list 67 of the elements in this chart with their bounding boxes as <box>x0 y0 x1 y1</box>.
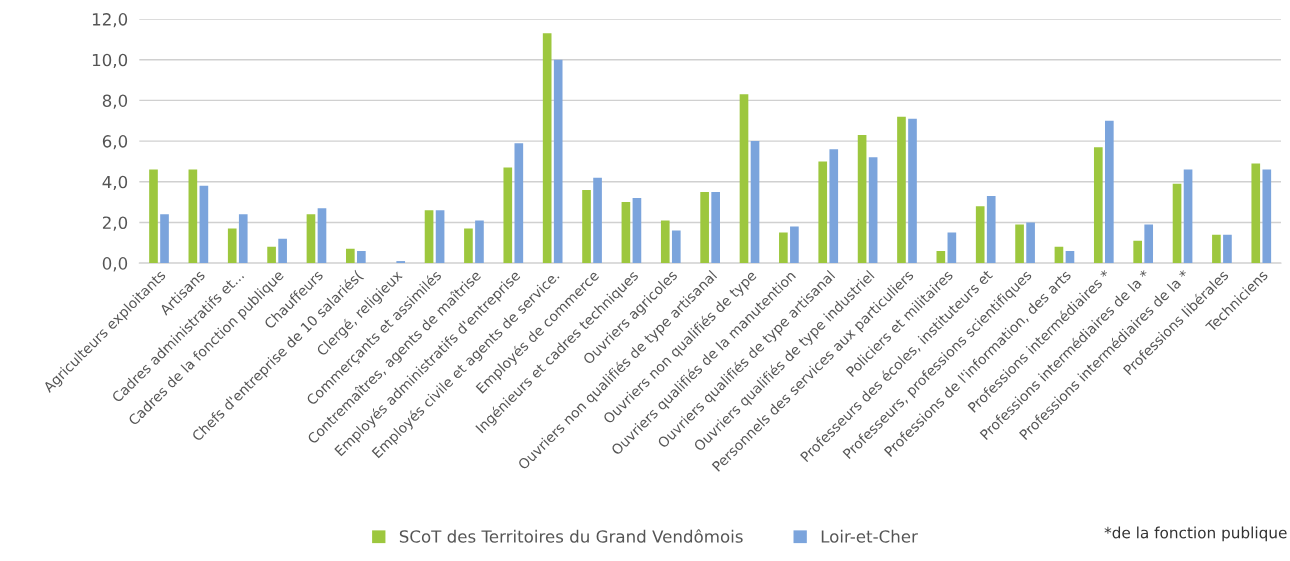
bar <box>1133 240 1142 264</box>
bar <box>278 238 287 264</box>
bar <box>908 118 917 264</box>
bar <box>199 185 209 264</box>
y-tick-label: 10,0 <box>92 53 128 69</box>
bar <box>346 248 355 264</box>
bar <box>317 208 327 264</box>
bar <box>897 116 906 264</box>
bar <box>1065 250 1075 264</box>
bar <box>238 214 248 264</box>
y-tick-label: 6,0 <box>102 135 128 150</box>
bar <box>424 210 434 264</box>
bar <box>149 169 158 264</box>
bar <box>1144 224 1154 264</box>
bar <box>357 250 366 264</box>
bar <box>503 167 513 264</box>
bar <box>1054 246 1064 264</box>
bar <box>1093 147 1103 264</box>
bar <box>1262 169 1272 264</box>
bar <box>818 161 828 264</box>
text: *de la fonction publique <box>1104 526 1287 542</box>
bar <box>986 196 996 264</box>
bar <box>857 134 867 264</box>
bar <box>750 141 760 264</box>
bar <box>936 250 946 264</box>
y-tick-label: 0,0 <box>102 257 128 272</box>
bar <box>671 230 681 264</box>
bar <box>514 143 524 264</box>
bar <box>975 206 985 264</box>
bar <box>790 226 799 264</box>
bar <box>632 198 642 264</box>
y-tick-label: 4,0 <box>102 175 128 191</box>
bar <box>542 33 552 264</box>
bar <box>553 59 563 264</box>
bar <box>1172 183 1182 264</box>
bar <box>267 246 276 264</box>
bar <box>1183 169 1193 264</box>
bar <box>829 149 839 264</box>
bar <box>660 220 670 264</box>
bar <box>160 214 169 264</box>
bar <box>464 228 473 264</box>
bar <box>593 177 602 264</box>
bar <box>582 189 591 264</box>
bar <box>700 191 709 264</box>
bar <box>475 220 484 264</box>
bar <box>1105 120 1114 264</box>
bar <box>188 169 198 264</box>
bar <box>1015 224 1024 264</box>
y-tick-label: 8,0 <box>102 94 128 109</box>
bar <box>1251 163 1261 264</box>
bar <box>306 214 316 264</box>
bar <box>868 157 878 264</box>
bar <box>1212 234 1221 264</box>
y-tick-label: 12,0 <box>92 13 128 28</box>
y-tick-label: 2,0 <box>102 216 128 231</box>
legend-label: SCoT des Territoires du Grand Vendômois <box>399 529 743 543</box>
bar <box>711 191 720 264</box>
bar <box>739 94 749 264</box>
bar <box>1223 234 1232 264</box>
bar <box>396 261 406 264</box>
bar <box>621 202 631 264</box>
legend-label: Loir-et-Cher <box>821 529 918 543</box>
bar <box>435 210 445 264</box>
bar <box>779 232 788 264</box>
bar <box>1026 222 1035 264</box>
bar <box>227 228 237 264</box>
bar <box>947 232 957 264</box>
